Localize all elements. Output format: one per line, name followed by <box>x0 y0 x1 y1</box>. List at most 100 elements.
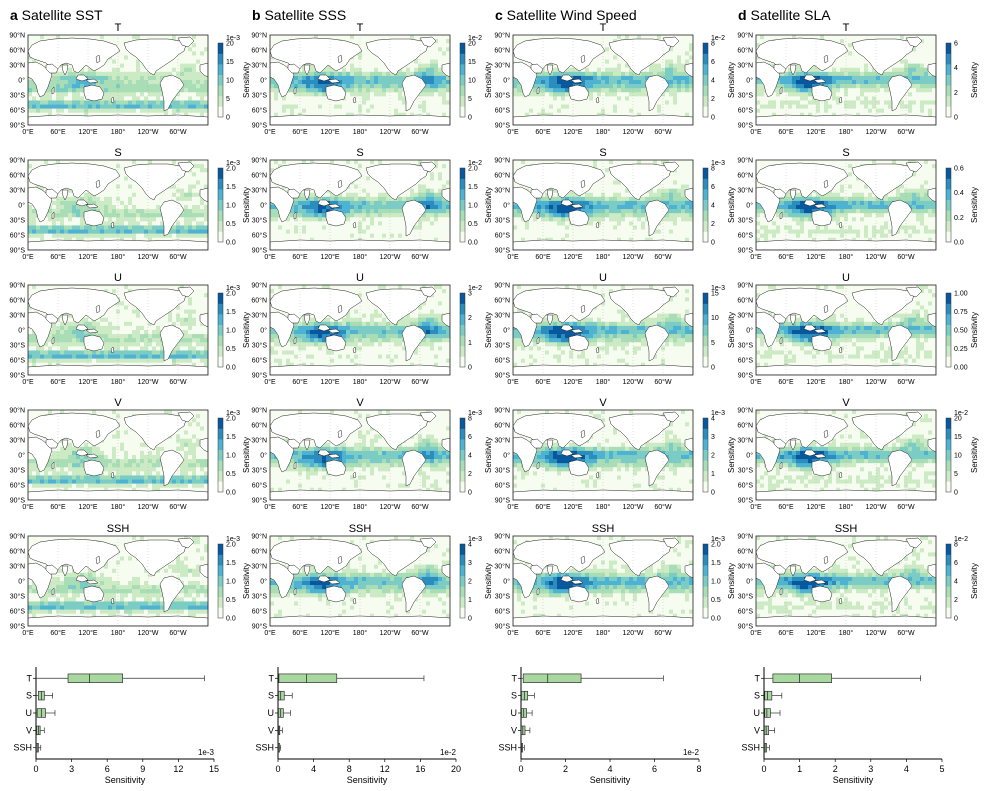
heatmap-cell <box>180 338 185 343</box>
heatmap-cell <box>128 410 133 415</box>
heatmap-cell <box>152 362 157 368</box>
heatmap-cell <box>108 442 113 448</box>
heatmap-cell <box>172 321 177 327</box>
heatmap-cell <box>36 346 41 351</box>
heatmap-cell <box>108 613 113 619</box>
heatmap-cell <box>148 597 153 602</box>
heatmap-cell <box>100 613 105 619</box>
heatmap-cell <box>32 309 37 314</box>
heatmap-cell <box>152 475 157 480</box>
heatmap-cell <box>72 358 77 364</box>
heatmap-cell <box>172 285 177 290</box>
heatmap-cell <box>136 100 141 105</box>
lat-tick-label: 30°S <box>10 92 26 100</box>
heatmap-cell <box>76 96 81 101</box>
heatmap-cell <box>156 585 161 590</box>
heatmap-cell <box>60 346 65 351</box>
heatmap-cell <box>160 410 165 415</box>
heatmap-cell <box>124 237 129 243</box>
heatmap-cell <box>132 209 137 214</box>
heatmap-cell <box>80 589 85 594</box>
heatmap-cell <box>36 342 41 347</box>
heatmap-cell <box>56 446 61 452</box>
heatmap-cell <box>28 471 33 476</box>
heatmap-cell <box>184 350 189 355</box>
heatmap-cell <box>108 217 113 222</box>
heatmap-cell <box>184 475 189 480</box>
heatmap-cell <box>136 605 141 610</box>
heatmap-cell <box>144 338 149 343</box>
heatmap-cell <box>116 450 121 456</box>
heatmap-cell <box>148 362 153 368</box>
heatmap-cell <box>72 589 77 594</box>
heatmap-cell <box>28 354 33 359</box>
heatmap-cell <box>132 354 137 359</box>
heatmap-cell <box>140 358 145 364</box>
heatmap-cell <box>180 100 185 105</box>
heatmap-cell <box>172 350 177 355</box>
heatmap-cell <box>84 564 89 570</box>
heatmap-cell <box>160 75 165 81</box>
heatmap-cell <box>132 321 137 327</box>
heatmap-cell <box>52 100 57 105</box>
heatmap-cell <box>196 188 201 194</box>
heatmap-cell <box>68 225 73 230</box>
heatmap-cell <box>192 354 197 359</box>
heatmap-cell <box>48 330 53 335</box>
heatmap-cell <box>32 467 37 472</box>
heatmap-cell <box>48 597 53 602</box>
heatmap-cell <box>128 362 133 368</box>
heatmap-cell <box>156 446 161 452</box>
heatmap-cell <box>152 605 157 610</box>
heatmap-cell <box>152 471 157 476</box>
heatmap-cell <box>176 430 181 435</box>
heatmap-cell <box>92 362 97 368</box>
heatmap-cell <box>72 334 77 339</box>
colorbar-segment <box>218 231 223 243</box>
heatmap-cell <box>84 410 89 415</box>
heatmap-cell <box>76 471 81 476</box>
heatmap-cell <box>136 205 141 210</box>
heatmap-cell <box>60 475 65 480</box>
heatmap-cell <box>56 585 61 590</box>
heatmap-cell <box>104 188 109 194</box>
heatmap-cell <box>144 581 149 586</box>
heatmap-cell <box>52 487 57 493</box>
heatmap-cell <box>112 92 117 97</box>
heatmap-cell <box>108 560 113 565</box>
heatmap-cell <box>36 601 41 606</box>
heatmap-cell <box>120 609 125 615</box>
heatmap-cell <box>196 609 201 615</box>
heatmap-cell <box>116 317 121 323</box>
heatmap-cell <box>40 605 45 610</box>
heatmap-cell <box>64 196 69 202</box>
heatmap-cell <box>204 35 209 40</box>
heatmap-cell <box>124 71 129 77</box>
heatmap-cell <box>44 35 49 40</box>
heatmap-cell <box>136 225 141 230</box>
heatmap-cell <box>96 100 101 105</box>
heatmap-cell <box>192 564 197 570</box>
heatmap-cell <box>188 51 193 56</box>
heatmap-cell <box>92 483 97 489</box>
heatmap-cell <box>156 589 161 594</box>
heatmap-cell <box>28 92 33 97</box>
lon-tick-label: 60°W <box>169 253 187 261</box>
heatmap-cell <box>100 358 105 364</box>
heatmap-cell <box>164 112 169 118</box>
heatmap-cell <box>120 317 125 323</box>
heatmap-cell <box>108 160 113 165</box>
heatmap-cell <box>92 487 97 493</box>
heatmap-cell <box>140 75 145 81</box>
heatmap-cell <box>192 450 197 456</box>
heatmap-cell <box>188 213 193 218</box>
heatmap-cell <box>112 205 117 210</box>
lat-tick-label: 90°S <box>10 372 26 380</box>
heatmap-cell <box>92 410 97 415</box>
heatmap-cell <box>192 338 197 343</box>
heatmap-cell <box>56 483 61 489</box>
heatmap-cell <box>92 233 97 239</box>
heatmap-cell <box>152 237 157 243</box>
heatmap-cell <box>72 80 77 85</box>
heatmap-cell <box>204 217 209 222</box>
